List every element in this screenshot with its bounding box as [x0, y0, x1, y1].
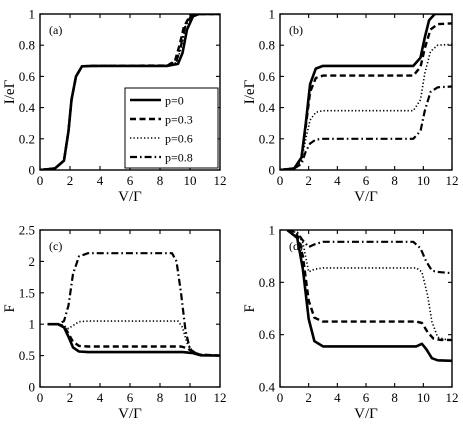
panel-d: 0 2 4 6 8 10 12 0.4 0.6 0.8 1 V/Γ F (d): [242, 223, 459, 423]
x-tick-label: 0: [277, 173, 284, 188]
series-line-p-0: [280, 14, 452, 170]
y-tick-label: 0: [29, 380, 36, 395]
legend: p=0 p=0.3 p=0.6 p=0.8: [124, 87, 219, 169]
x-tick-label: 6: [127, 173, 134, 188]
legend-label: p=0.8: [165, 151, 193, 165]
y-tick-label: 1: [29, 317, 36, 332]
x-tick-label: 0: [277, 390, 284, 405]
panel-a: 0 2 4 6 8 10 12 0 0.2 0.4 0.6 0.8 1 V/Γ I/eΓ (a): [2, 7, 227, 206]
y-tick-label: 1: [269, 223, 276, 238]
x-axis-label: V/Γ: [118, 406, 142, 422]
y-tick-label: 0.8: [19, 38, 35, 53]
x-tick-label: 0: [37, 390, 44, 405]
panel-label: (d): [289, 239, 303, 253]
series-line-p-0-6: [47, 320, 220, 357]
y-tick-label: 0.8: [259, 38, 275, 53]
y-axis-label: I/eΓ: [2, 79, 18, 104]
x-tick-label: 6: [363, 390, 370, 405]
series-line-p-0-8: [280, 85, 452, 170]
y-tick-label: 0.2: [19, 131, 35, 146]
y-tick-label: 0.8: [259, 275, 275, 290]
x-tick-label: 4: [97, 173, 104, 188]
y-tick-label: 0: [269, 163, 276, 178]
x-tick-label: 10: [184, 390, 197, 405]
legend-label: p=0.6: [165, 132, 193, 146]
series-line-p-0-8: [40, 14, 220, 170]
y-tick-label: 0.4: [259, 380, 276, 395]
plot-frame: [279, 13, 453, 171]
x-axis-label: V/Γ: [354, 406, 378, 422]
legend-label: p=0: [165, 94, 184, 108]
x-tick-label: 12: [214, 390, 227, 405]
x-tick-label: 6: [127, 390, 134, 405]
y-tick-label: 0.5: [19, 348, 35, 363]
x-tick-label: 4: [97, 390, 104, 405]
x-tick-label: 2: [305, 390, 312, 405]
y-tick-label: 0.4: [259, 100, 276, 115]
x-axis-label: V/Γ: [118, 189, 142, 205]
x-tick-label: 8: [391, 390, 398, 405]
series-line-p-0-3: [286, 230, 452, 342]
plot-frame: [279, 229, 453, 388]
panel-c: 0 2 4 6 8 10 12 0 0.5 1 1.5 2 2.5 V/Γ F (c): [2, 223, 227, 423]
y-tick-label: 0.2: [259, 131, 275, 146]
y-tick-label: 0.6: [259, 327, 276, 342]
panel-b: 0 2 4 6 8 10 12 0 0.2 0.4 0.6 0.8 1 V/Γ I/eΓ (b): [242, 7, 459, 206]
series-line-p-0-3: [280, 22, 452, 170]
panel-label: (c): [49, 239, 62, 253]
panel-label: (a): [49, 23, 62, 37]
x-tick-label: 4: [334, 173, 341, 188]
y-tick-label: 1.5: [19, 285, 35, 300]
x-tick-label: 10: [184, 173, 197, 188]
x-tick-label: 4: [334, 390, 341, 405]
y-tick-label: 2.5: [19, 223, 35, 238]
x-tick-label: 12: [214, 173, 227, 188]
x-tick-label: 8: [391, 173, 398, 188]
x-tick-label: 0: [37, 173, 44, 188]
legend-box: [124, 87, 219, 169]
x-tick-label: 2: [305, 173, 312, 188]
x-tick-label: 8: [157, 173, 164, 188]
y-tick-label: 1: [269, 7, 276, 22]
y-tick-label: 0.4: [19, 100, 36, 115]
series-line-p-0: [286, 230, 452, 363]
y-tick-label: 1: [29, 7, 36, 22]
legend-label: p=0.3: [165, 113, 193, 127]
y-tick-label: 0.6: [259, 69, 276, 84]
x-tick-label: 2: [67, 390, 74, 405]
x-tick-label: 12: [446, 390, 459, 405]
y-axis-label: F: [242, 304, 258, 312]
y-axis-label: I/eΓ: [242, 79, 258, 104]
y-axis-label: F: [2, 304, 18, 312]
x-tick-label: 2: [67, 173, 74, 188]
x-tick-label: 12: [446, 173, 459, 188]
series-line-p-0-8: [47, 252, 220, 357]
x-tick-label: 10: [417, 390, 430, 405]
y-tick-label: 2: [29, 254, 36, 269]
series-line-p-0-6: [286, 230, 452, 342]
panel-label: (b): [289, 23, 303, 37]
x-tick-label: 8: [157, 390, 164, 405]
series-line-p-0-6: [280, 43, 452, 170]
y-tick-label: 0: [29, 163, 36, 178]
y-tick-label: 0.6: [19, 69, 36, 84]
x-axis-label: V/Γ: [354, 189, 378, 205]
series-line-p-0-8: [286, 230, 452, 275]
x-tick-label: 6: [363, 173, 370, 188]
x-tick-label: 10: [417, 173, 430, 188]
